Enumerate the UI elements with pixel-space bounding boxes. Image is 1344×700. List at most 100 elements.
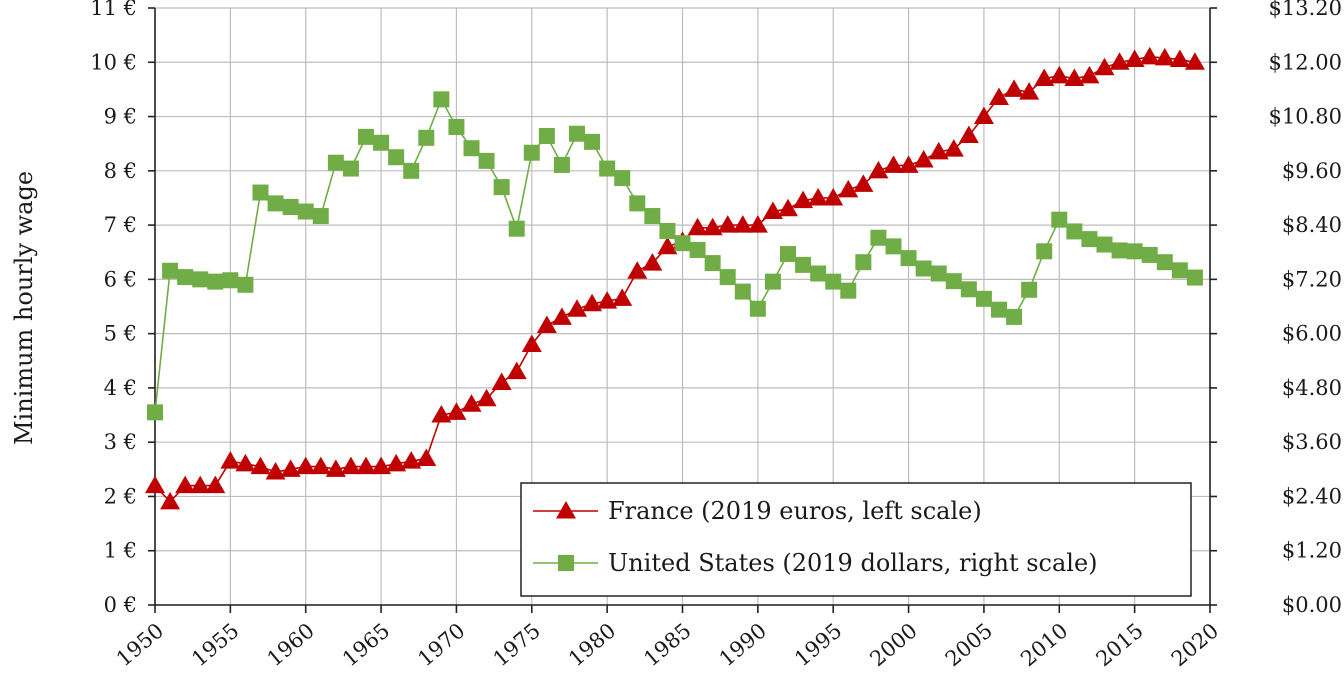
series-united-states [147, 91, 1203, 421]
data-point-united-states [177, 269, 194, 286]
data-point-united-states [795, 256, 812, 273]
data-point-france [371, 456, 392, 475]
data-point-united-states [584, 133, 601, 150]
data-point-france [340, 456, 361, 475]
data-point-united-states [825, 273, 842, 290]
data-point-united-states [312, 208, 329, 225]
left-tick-label: 4 € [104, 376, 137, 400]
data-point-france [762, 201, 783, 220]
y-axis-title: Minimum hourly wage [10, 171, 38, 445]
legend-marker-france [556, 501, 576, 519]
data-point-france [928, 141, 949, 160]
data-point-united-states [403, 162, 420, 179]
data-point-united-states [342, 160, 359, 177]
data-point-france [295, 456, 316, 475]
data-point-france [265, 462, 286, 480]
data-point-france [1019, 82, 1040, 100]
data-point-united-states [689, 241, 706, 258]
data-point-united-states [373, 134, 390, 151]
data-point-united-states [433, 91, 450, 108]
data-point-france [160, 491, 181, 510]
data-point-france [943, 139, 964, 157]
legend-label-france: France (2019 euros, left scale) [608, 497, 982, 525]
left-tick-label: 10 € [90, 50, 137, 74]
data-point-united-states [991, 301, 1007, 318]
legend-box [520, 482, 1192, 597]
data-point-france [1169, 49, 1190, 68]
data-point-france [958, 125, 979, 144]
series-france [145, 46, 1205, 510]
legend-label-united-states: United States (2019 dollars, right scale… [608, 549, 1098, 577]
data-point-united-states [1066, 223, 1083, 240]
data-point-united-states [810, 265, 827, 282]
right-tick-label: $6.00 [1282, 322, 1342, 346]
data-point-united-states [1186, 269, 1203, 286]
data-point-france [491, 372, 512, 390]
data-point-france [642, 253, 663, 271]
data-point-united-states [448, 118, 465, 135]
data-point-france [506, 361, 527, 380]
data-point-united-states [764, 273, 781, 290]
x-tick-label: 1990 [715, 618, 771, 671]
data-point-france [567, 299, 587, 317]
right-tick-label: $12.00 [1269, 50, 1342, 74]
data-point-united-states [358, 128, 374, 145]
data-point-france [793, 190, 814, 209]
data-point-united-states [960, 281, 977, 298]
data-point-united-states [267, 195, 284, 212]
data-point-united-states [840, 282, 857, 299]
data-point-france [1049, 65, 1070, 84]
data-point-france [1184, 52, 1205, 70]
data-point-united-states [327, 154, 344, 171]
data-point-united-states [237, 276, 254, 293]
data-point-united-states [780, 246, 796, 263]
data-point-united-states [1081, 231, 1098, 248]
data-point-france [1124, 49, 1145, 68]
data-point-united-states [1156, 254, 1173, 271]
data-point-france [446, 402, 467, 420]
left-tick-label: 3 € [104, 430, 137, 454]
left-tick-label: 5 € [104, 322, 137, 346]
right-tick-label: $13.20 [1269, 0, 1342, 20]
series [145, 46, 1205, 510]
data-point-united-states [734, 283, 751, 300]
data-point-france [747, 215, 768, 233]
data-point-france [235, 453, 256, 472]
data-point-france [551, 307, 572, 325]
right-tick-label: $8.40 [1282, 213, 1342, 237]
data-point-france [883, 155, 904, 173]
data-point-united-states [1111, 242, 1128, 259]
data-point-united-states [1126, 243, 1143, 260]
x-tick-label: 1975 [489, 618, 545, 671]
data-point-france [989, 87, 1009, 106]
x-tick-label: 2015 [1091, 618, 1147, 671]
data-point-france [536, 315, 557, 333]
x-tick-label: 2020 [1167, 618, 1223, 671]
x-tick-label: 1995 [790, 618, 846, 671]
data-point-france [280, 459, 301, 477]
left-tick-label: 8 € [104, 159, 137, 183]
data-point-united-states [915, 260, 932, 277]
right-tick-label: $9.60 [1282, 159, 1342, 183]
data-point-france [205, 475, 226, 494]
data-point-france [868, 160, 889, 179]
left-tick-label: 11 € [90, 0, 137, 20]
data-point-united-states [1036, 243, 1053, 260]
data-point-france [145, 475, 165, 494]
data-point-united-states [644, 208, 661, 225]
data-point-france [582, 293, 603, 312]
data-point-france [1064, 68, 1085, 87]
data-point-france [521, 334, 542, 352]
x-tick-label: 2000 [865, 618, 921, 671]
data-point-france [838, 179, 859, 198]
data-point-france [461, 394, 482, 412]
data-point-united-states [719, 269, 736, 286]
legend-marker-united-states [558, 555, 574, 571]
data-point-united-states [1051, 211, 1068, 228]
data-point-france [1079, 65, 1100, 84]
data-point-united-states [749, 300, 766, 317]
data-point-france [898, 155, 919, 173]
data-point-united-states [297, 203, 314, 220]
data-point-france [1139, 46, 1160, 65]
x-tick-label: 1985 [639, 618, 695, 671]
